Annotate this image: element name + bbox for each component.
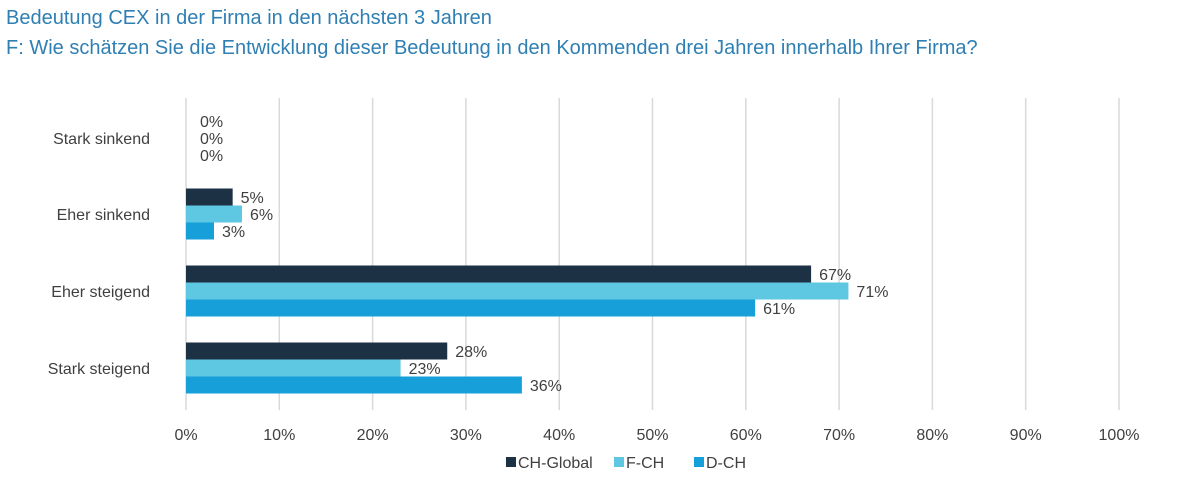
legend-swatch	[506, 457, 516, 467]
bar	[186, 265, 812, 283]
data-label: 0%	[200, 148, 223, 165]
data-label: 5%	[241, 190, 264, 207]
bar	[186, 376, 522, 394]
legend-label: CH-Global	[518, 455, 593, 472]
bar	[186, 282, 849, 300]
category-label: Stark steigend	[48, 361, 150, 378]
data-label: 67%	[819, 267, 851, 284]
bar	[186, 188, 233, 206]
x-tick-label: 20%	[357, 427, 389, 444]
legend-label: F-CH	[626, 455, 664, 472]
x-tick-label: 10%	[263, 427, 295, 444]
data-label: 36%	[530, 378, 562, 395]
data-label: 23%	[409, 361, 441, 378]
legend-swatch	[614, 457, 624, 467]
data-label: 0%	[200, 131, 223, 148]
x-tick-label: 40%	[543, 427, 575, 444]
x-tick-label: 90%	[1010, 427, 1042, 444]
data-label: 71%	[856, 284, 888, 301]
x-tick-label: 70%	[823, 427, 855, 444]
legend-label: D-CH	[706, 455, 746, 472]
bar	[186, 205, 242, 223]
data-label: 3%	[222, 224, 245, 241]
x-tick-label: 80%	[916, 427, 948, 444]
x-tick-label: 100%	[1099, 427, 1140, 444]
data-label: 61%	[763, 301, 795, 318]
category-label: Stark sinkend	[53, 131, 150, 148]
data-label: 0%	[200, 114, 223, 131]
data-label: 6%	[250, 207, 273, 224]
x-tick-label: 50%	[636, 427, 668, 444]
bar	[186, 299, 756, 317]
category-label: Eher steigend	[51, 284, 150, 301]
category-label: Eher sinkend	[57, 207, 150, 224]
x-tick-label: 30%	[450, 427, 482, 444]
data-label: 28%	[455, 344, 487, 361]
bar	[186, 342, 448, 360]
chart-title: Bedeutung CEX in der Firma in den nächst…	[6, 7, 492, 29]
chart-subtitle: F: Wie schätzen Sie die Entwicklung dies…	[6, 37, 978, 59]
bar	[186, 359, 401, 377]
bar	[186, 222, 214, 240]
x-tick-label: 60%	[730, 427, 762, 444]
x-tick-label: 0%	[174, 427, 197, 444]
legend-swatch	[694, 457, 704, 467]
